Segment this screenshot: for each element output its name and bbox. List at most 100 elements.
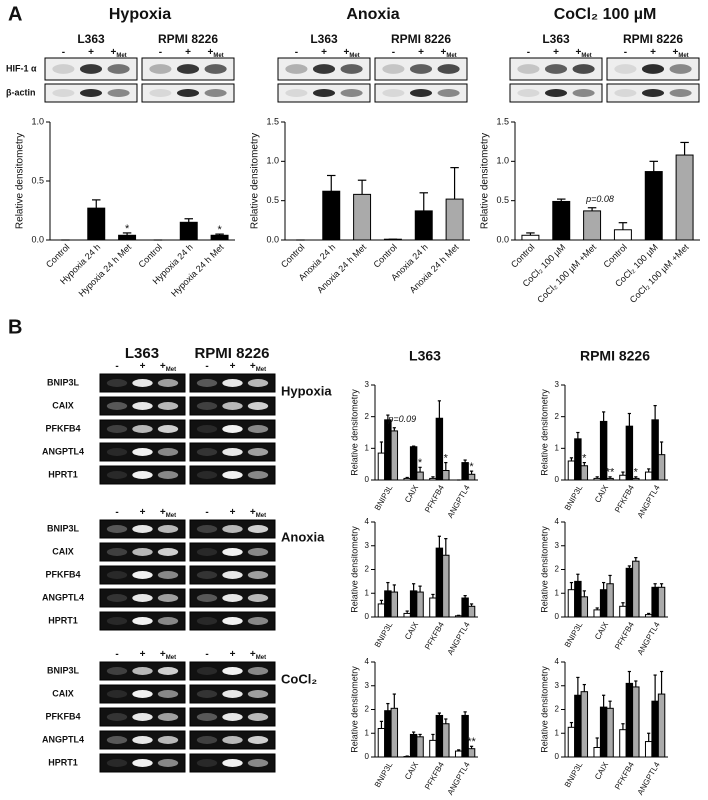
blot-band [132, 759, 153, 767]
lane-label: - [205, 649, 208, 660]
y-tick-label: 0 [555, 475, 560, 484]
bar [87, 207, 106, 241]
lane-sign: + [140, 649, 146, 660]
blot-band [196, 548, 218, 556]
blot-band [247, 594, 269, 602]
blot-band [196, 379, 218, 387]
y-tick-label: 1.0 [496, 156, 509, 166]
bar [675, 154, 694, 241]
lane-sub: Met [256, 513, 266, 519]
lane-sign: - [392, 47, 395, 58]
blot-band [196, 471, 218, 479]
y-tick-label: 3 [555, 681, 560, 690]
bar [651, 700, 659, 758]
x-tick-label: Control [601, 242, 629, 270]
blot-band [614, 64, 637, 74]
y-tick-label: 2 [555, 705, 560, 714]
blot-band [106, 667, 128, 675]
bar [657, 693, 666, 758]
x-tick-label: CAIX [593, 620, 610, 641]
lane-sign: + [250, 507, 256, 518]
bar [580, 465, 589, 481]
x-tick-label: ANGPTL4 [446, 620, 472, 657]
x-tick-label: BNIP3L [373, 760, 395, 789]
blot-band [312, 89, 336, 97]
y-tick-label: 0 [365, 752, 370, 761]
blot-band [222, 617, 243, 625]
lane-sign: + [140, 507, 146, 518]
lane-sub: Met [166, 367, 176, 373]
bar [625, 425, 634, 481]
gene-label: CAIX [52, 688, 74, 698]
cell-line-label: RPMI 8226 [391, 32, 451, 46]
y-tick-label: 0 [555, 612, 560, 621]
gene-label: ANGPTL4 [42, 592, 84, 602]
y-tick-label: 1 [365, 588, 370, 597]
lane-sub: Met [678, 53, 688, 59]
blot-band [157, 548, 179, 556]
blot-band [517, 89, 540, 97]
lane-sign: + [576, 47, 582, 58]
lane-sign: + [140, 361, 146, 372]
x-tick-label: CoCl₂ 100 µM +Met [535, 242, 598, 305]
x-tick-label: BNIP3L [563, 620, 585, 649]
blot-band [382, 64, 405, 74]
blot-band [106, 713, 128, 721]
bar [445, 198, 464, 241]
blot-band [196, 690, 218, 698]
blot-band [157, 471, 179, 479]
lane-sign: + [344, 47, 350, 58]
bar [593, 747, 601, 758]
y-tick-label: 1 [365, 443, 370, 452]
lane-sign: - [62, 47, 65, 58]
blot-band [157, 379, 179, 387]
bar [353, 193, 372, 241]
annotation: * [125, 223, 130, 235]
x-tick-label: CoCl₂ 100 µM +Met [628, 242, 691, 305]
x-tick-label: CAIX [403, 760, 420, 781]
y-tick-label: 4 [365, 517, 370, 526]
x-tick-label: PFKFB4 [423, 760, 446, 791]
lane-label: - [205, 361, 208, 372]
bar [580, 596, 589, 618]
blot-band [106, 759, 128, 767]
lane-sign: - [624, 47, 627, 58]
y-tick-label: 1.0 [266, 156, 279, 166]
bar [619, 729, 627, 758]
annotation: * [444, 452, 449, 464]
x-tick-label: ANGPTL4 [446, 483, 472, 520]
blot-band [247, 548, 269, 556]
blot-band [132, 379, 153, 387]
y-tick-label: 4 [555, 517, 560, 526]
annotation: * [217, 224, 222, 236]
annotation: * [469, 461, 474, 473]
y-tick-label: 2 [555, 565, 560, 574]
x-tick-label: PFKFB4 [613, 620, 636, 651]
bar [583, 210, 602, 241]
bar [403, 477, 411, 481]
bar [390, 591, 399, 618]
blot-band [157, 448, 179, 456]
chart-header: L363 [409, 348, 441, 364]
gene-label: HPRT1 [48, 757, 78, 767]
lane-sign: + [250, 361, 256, 372]
y-tick-label: 3 [365, 681, 370, 690]
lane-sign: + [111, 47, 117, 58]
bar [461, 462, 469, 481]
cell-line-label: L363 [125, 345, 159, 362]
lane-sub: Met [349, 53, 359, 59]
blot-band [106, 736, 128, 744]
blot-band [157, 713, 179, 721]
lane-sign: + [650, 47, 656, 58]
x-tick-label: Hypoxia 24 h Met [77, 242, 134, 299]
blot-band [106, 594, 128, 602]
bar [606, 707, 614, 758]
x-tick-label: ANGPTL4 [636, 620, 662, 657]
blot-band [247, 425, 269, 433]
bar [625, 682, 634, 758]
y-tick-label: 0.0 [31, 234, 44, 244]
bar [384, 590, 392, 618]
y-tick-label: 1.5 [266, 116, 279, 126]
bar [606, 583, 614, 618]
gene-label: BNIP3L [47, 377, 80, 387]
